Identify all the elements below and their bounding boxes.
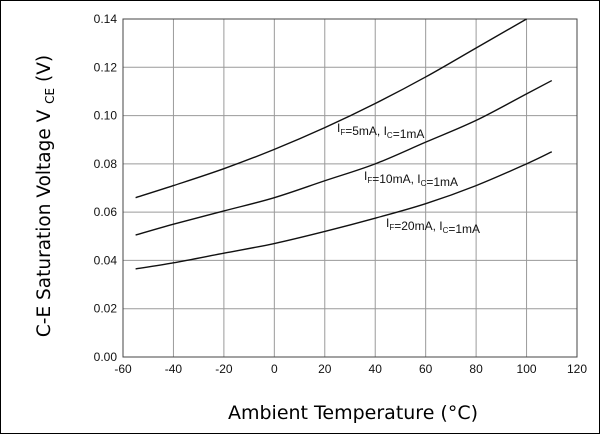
y-tick-label: 0.00 [94,350,118,364]
plot-border [122,18,578,358]
curve-annotations: IF=5mA, IC=1mA IF=10mA, IC=1mA IF=20mA, IC… [337,121,480,236]
x-tick-label: 20 [318,362,332,376]
x-axis-label: Ambient Temperature (°C) [228,402,478,424]
grid-lines [122,18,578,358]
y-tick-label: 0.14 [94,12,118,26]
y-tick-label: 0.08 [94,157,118,171]
series-label-3: IF=20mA, IC=1mA [386,216,480,236]
x-tick-label: 80 [469,362,483,376]
x-tick-label: 60 [419,362,433,376]
x-tick-labels: -60 -40 -20 0 20 40 60 80 100 120 [114,362,587,376]
y-tick-label: 0.06 [94,205,118,219]
y-tick-label: 0.10 [94,109,118,123]
series-label-1: IF=5mA, IC=1mA [337,121,424,141]
y-tick-label: 0.04 [94,253,118,267]
x-tick-label: 120 [567,362,587,376]
series-label-2: IF=10mA, IC=1mA [364,169,458,189]
x-tick-label: -20 [215,362,233,376]
y-tick-label: 0.02 [94,302,118,316]
x-tick-label: 0 [271,362,278,376]
y-tick-labels: 0.00 0.02 0.04 0.06 0.08 0.10 0.12 0.14 [94,12,118,364]
x-tick-label: -40 [165,362,183,376]
x-tick-label: -60 [114,362,132,376]
y-tick-label: 0.12 [94,60,118,74]
y-axis-label-main: C-E Saturation Voltage V [34,109,55,337]
x-tick-label: 100 [517,362,537,376]
y-axis-label: C-E Saturation Voltage V CE (V) [34,55,59,337]
series-line-1 [135,18,527,199]
x-tick-label: 40 [369,362,383,376]
y-axis-label-unit: (V) [34,55,55,82]
series-line-3 [135,151,553,270]
curves [135,18,553,270]
y-axis-label-subscript: CE [43,88,57,104]
series-line-2 [135,79,553,236]
